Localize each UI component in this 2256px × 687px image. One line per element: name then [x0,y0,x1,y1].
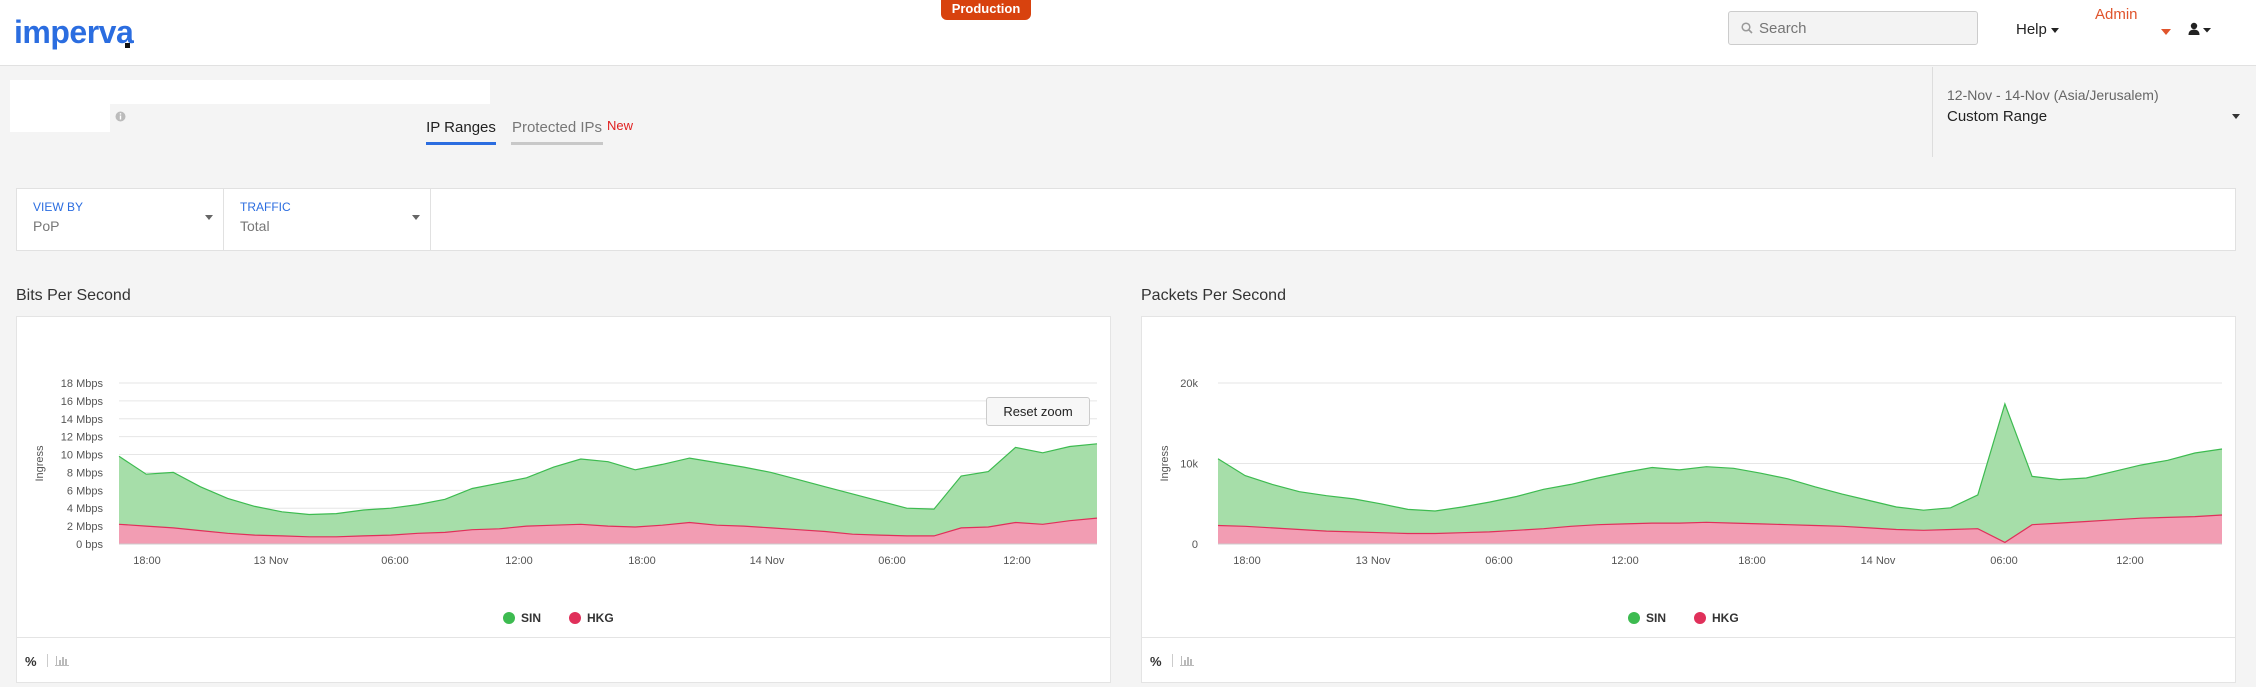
sub-header: IP Ranges Protected IPs New 12-Nov - 14-… [0,67,2256,159]
x-tick-label: 06:00 [381,555,409,567]
y-tick-label: 0 [1192,539,1198,551]
divider [47,654,48,667]
y-tick-label: 10 Mbps [61,450,104,462]
date-range-text: 12-Nov - 14-Nov (Asia/Jerusalem) [1947,87,2159,103]
percent-icon[interactable]: % [25,654,37,669]
top-bar: imperva Production Help Admin [0,0,2256,66]
y-axis-label: Ingress [34,445,46,482]
chart-footer: % [17,637,1110,682]
bits-per-second-chart[interactable]: 0 bps 2 Mbps 4 Mbps 6 Mbps 8 Mbps 10 Mbps 12 M… [17,317,1112,639]
account-name-placeholder-2 [10,104,110,132]
help-menu[interactable]: Help [2016,21,2059,38]
series-line-sin [1217,402,2223,512]
y-axis-label: Ingress [1159,445,1171,482]
traffic-dropdown[interactable]: TRAFFIC Total [224,189,431,250]
y-tick-label: 10k [1180,459,1198,471]
legend-marker-sin [1628,612,1640,624]
series-area-hkg [1218,515,2222,544]
x-tick-label: 18:00 [628,555,656,567]
new-badge: New [607,118,634,133]
traffic-label: TRAFFIC [240,200,291,214]
packets-chart-title: Packets Per Second [1141,287,1286,304]
x-tick-label: 13 Nov [1356,555,1391,567]
y-tick-label: 4 Mbps [67,503,104,515]
admin-label[interactable]: Admin [2095,6,2138,23]
imperva-logo[interactable]: imperva [14,14,134,50]
logo-dot [125,43,130,48]
x-tick-label: 06:00 [1990,555,2018,567]
reset-zoom-button[interactable]: Reset zoom [986,397,1090,426]
packets-per-second-chart[interactable]: 0 10k 20k Ingress 18:00 13 Nov 06:00 12:00 18:00… [1142,317,2237,639]
bits-chart-title: Bits Per Second [16,287,131,304]
x-tick-label: 18:00 [133,555,161,567]
x-tick-label: 06:00 [878,555,906,567]
account-name-placeholder [10,80,490,104]
y-tick-label: 6 Mbps [67,485,104,497]
chevron-down-icon [205,215,213,220]
x-tick-label: 12:00 [1003,555,1031,567]
x-tick-label: 18:00 [1233,555,1261,567]
bits-chart-card: 0 bps 2 Mbps 4 Mbps 6 Mbps 8 Mbps 10 Mbps 12 M… [16,316,1111,683]
tab-protected-ips[interactable]: Protected IPs [511,119,603,145]
y-tick-label: 20k [1180,378,1198,390]
percent-icon[interactable]: % [1150,654,1162,669]
y-tick-label: 0 bps [76,539,103,551]
x-tick-label: 12:00 [2116,555,2144,567]
date-range-picker[interactable]: 12-Nov - 14-Nov (Asia/Jerusalem) Custom … [1932,67,2256,157]
series-area-sin [1218,403,2222,544]
view-by-label: VIEW BY [33,200,84,214]
user-menu[interactable] [2188,22,2214,41]
bar-chart-icon[interactable] [55,654,69,666]
legend-label-sin: SIN [1646,611,1666,625]
search-box[interactable] [1728,11,1978,45]
x-tick-label: 13 Nov [254,555,289,567]
search-input[interactable] [1759,19,1959,37]
legend-label-hkg: HKG [587,611,614,625]
chevron-down-icon [412,215,420,220]
y-tick-label: 16 Mbps [61,396,104,408]
series-area-sin [119,443,1097,544]
x-tick-label: 14 Nov [750,555,785,567]
divider [1172,654,1173,667]
y-tick-label: 14 Mbps [61,414,104,426]
legend-label-hkg: HKG [1712,611,1739,625]
tab-ip-ranges[interactable]: IP Ranges [426,119,496,145]
chevron-down-icon [2232,114,2240,119]
legend-label-sin: SIN [521,611,541,625]
chevron-down-icon [2050,27,2059,33]
info-icon[interactable] [115,111,126,122]
filter-bar: VIEW BY PoP TRAFFIC Total [16,188,2236,251]
x-tick-label: 12:00 [505,555,533,567]
x-tick-label: 14 Nov [1861,555,1896,567]
y-tick-label: 2 Mbps [67,521,104,533]
series-line-hkg [1217,514,2223,544]
x-tick-label: 06:00 [1485,555,1513,567]
y-tick-label: 18 Mbps [61,378,104,390]
y-tick-label: 12 Mbps [61,432,104,444]
x-tick-label: 12:00 [1611,555,1639,567]
date-range-selection: Custom Range [1947,108,2048,125]
environment-badge: Production [941,0,1031,20]
legend-marker-hkg [569,612,581,624]
series-line-hkg [118,517,1098,538]
search-icon [1741,22,1753,34]
series-line-sin [118,443,1098,516]
help-label: Help [2016,21,2047,38]
series-area-hkg [119,518,1097,544]
user-icon [2188,22,2211,35]
view-by-dropdown[interactable]: VIEW BY PoP [17,189,224,250]
legend-marker-hkg [1694,612,1706,624]
admin-dropdown-icon[interactable] [2161,29,2171,35]
bar-chart-icon[interactable] [1180,654,1194,666]
packets-chart-card: 0 10k 20k Ingress 18:00 13 Nov 06:00 12:00 18:00… [1141,316,2236,683]
y-tick-label: 8 Mbps [67,467,104,479]
legend-marker-sin [503,612,515,624]
x-tick-label: 18:00 [1738,555,1766,567]
traffic-value: Total [240,218,270,234]
chart-footer: % [1142,637,2235,682]
view-by-value: PoP [33,218,60,234]
